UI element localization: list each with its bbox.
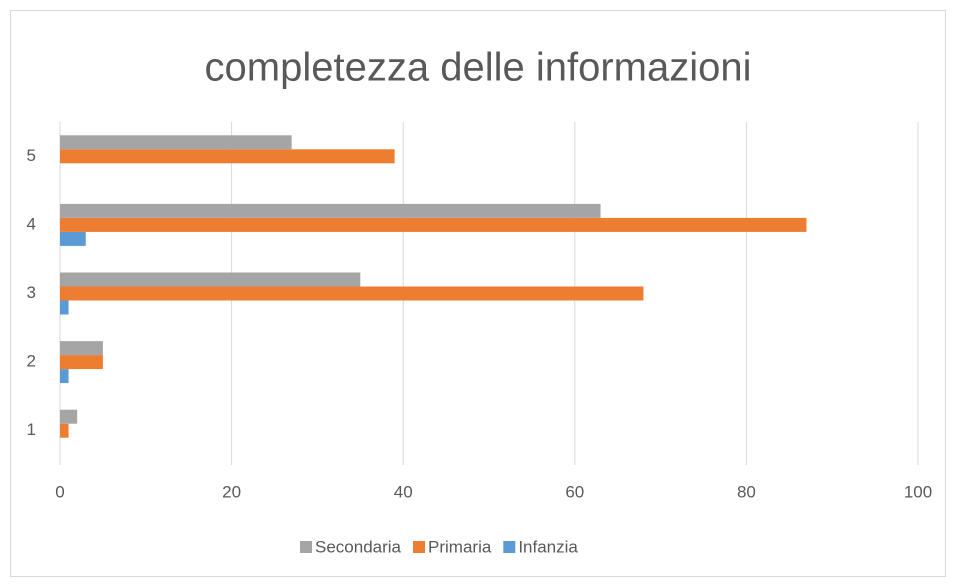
x-tick-label: 60: [565, 482, 584, 501]
bar: [60, 423, 69, 438]
bar: [60, 300, 69, 315]
x-tick-label: 80: [737, 482, 756, 501]
legend-label: Infanzia: [518, 537, 578, 556]
bar: [60, 272, 361, 287]
bar: [60, 286, 644, 301]
chart-title: completezza delle informazioni: [205, 46, 752, 90]
bar: [60, 409, 78, 424]
legend-label: Secondaria: [315, 537, 402, 556]
bar: [60, 231, 86, 246]
bar: [60, 203, 601, 218]
y-tick-label: 2: [27, 352, 36, 371]
bar: [60, 355, 103, 370]
x-tick-label: 40: [394, 482, 413, 501]
x-tick-label: 100: [904, 482, 932, 501]
bar: [60, 135, 292, 150]
bar: [60, 341, 103, 356]
legend-label: Primaria: [428, 537, 492, 556]
y-tick-label: 4: [27, 214, 36, 233]
legend-swatch: [503, 541, 516, 553]
y-tick-label: 5: [27, 146, 36, 165]
y-tick-label: 3: [27, 283, 36, 302]
legend-swatch: [413, 541, 426, 553]
bar: [60, 149, 395, 164]
bar: [60, 369, 69, 384]
legend-swatch: [300, 541, 312, 553]
x-tick-label: 0: [55, 482, 64, 501]
bar: [60, 217, 807, 232]
x-tick-label: 20: [222, 482, 241, 501]
y-tick-label: 1: [27, 420, 36, 439]
